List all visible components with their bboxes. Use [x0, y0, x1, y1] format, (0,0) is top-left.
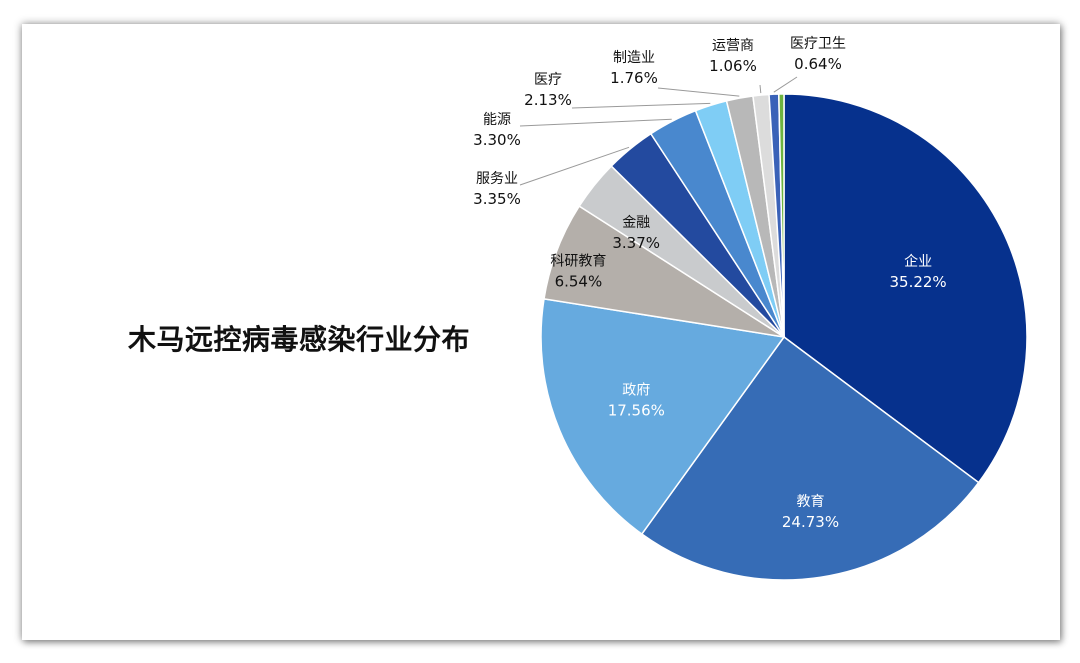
slice-value-制造业: 1.76%	[610, 69, 658, 87]
leader-line-能源	[519, 118, 672, 127]
leader-line-医疗卫生	[773, 76, 798, 93]
slice-label-能源: 能源	[483, 112, 511, 128]
slice-value-服务业: 3.35%	[473, 190, 521, 208]
pie-slice-企业	[783, 93, 1028, 484]
leader-lines	[519, 76, 798, 186]
slice-label-政府: 政府	[622, 382, 650, 398]
pie-slices	[540, 93, 1028, 581]
leader-line-医疗	[571, 102, 711, 109]
slice-value-医疗卫生: 0.64%	[794, 55, 842, 73]
slice-label-金融: 金融	[622, 215, 650, 231]
slice-label-运营商: 运营商	[712, 38, 754, 54]
slice-value-金融: 3.37%	[612, 234, 660, 252]
slice-value-企业: 35.22%	[889, 273, 946, 291]
chart-title: 木马远控病毒感染行业分布	[128, 323, 471, 356]
slice-label-教育: 教育	[797, 494, 825, 510]
slice-label-科研教育: 科研教育	[550, 254, 606, 270]
slice-label-制造业: 制造业	[613, 50, 655, 66]
slice-label-企业: 企业	[904, 253, 932, 270]
slice-value-教育: 24.73%	[782, 513, 839, 531]
slice-value-运营商: 1.06%	[709, 57, 757, 75]
slice-value-医疗: 2.13%	[524, 91, 572, 109]
leader-line-制造业	[657, 87, 740, 97]
slice-label-医疗卫生: 医疗卫生	[790, 36, 846, 52]
slice-value-科研教育: 6.54%	[555, 273, 603, 291]
slice-value-能源: 3.30%	[473, 131, 521, 149]
slice-label-医疗: 医疗	[534, 72, 562, 88]
leader-line-运营商	[759, 84, 762, 94]
pie-slice-remainder	[778, 93, 785, 338]
pie-slice-教育	[640, 335, 980, 581]
pie-slice-政府	[540, 297, 786, 536]
slice-label-服务业: 服务业	[476, 171, 518, 187]
leader-line-服务业	[519, 146, 630, 186]
slice-value-政府: 17.56%	[608, 401, 665, 419]
slice-labels: 企业 35.22% 教育 24.73% 政府 17.56% 科研教育 6.54% 金融 3.37%…	[473, 36, 947, 531]
